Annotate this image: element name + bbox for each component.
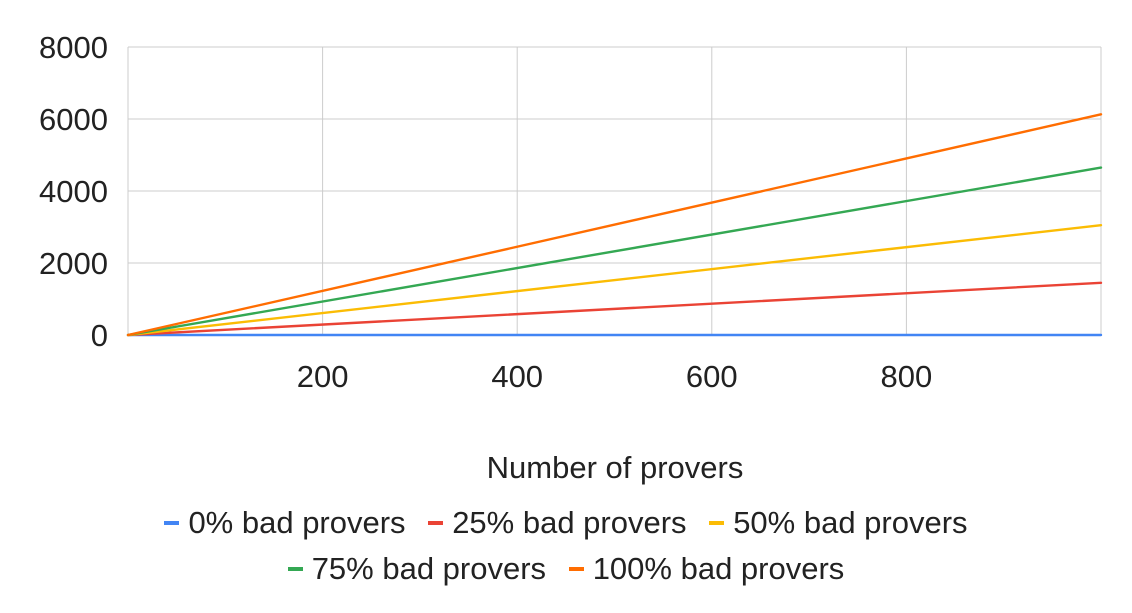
series-line-4 <box>126 113 1103 337</box>
legend-swatch-1 <box>428 520 444 525</box>
x-axis-ticks: 200 400 600 800 <box>297 359 933 394</box>
legend-item-1: 25% bad provers <box>428 500 687 546</box>
legend-item-0: 0% bad provers <box>164 500 406 546</box>
legend-swatch-2 <box>709 520 725 525</box>
line-chart: 0 2000 4000 6000 8000 200 400 600 800 Number of… <box>39 30 1103 485</box>
legend-swatch-3 <box>287 566 303 571</box>
legend-label-4: 100% bad provers <box>592 551 845 586</box>
y-axis-ticks: 0 2000 4000 6000 8000 <box>39 30 108 353</box>
legend-row-2: 75% bad provers 100% bad provers <box>0 546 1132 592</box>
legend-label-0: 0% bad provers <box>188 505 406 540</box>
legend-swatch-4 <box>568 566 584 571</box>
series-line-2 <box>126 223 1103 337</box>
series-line-3 <box>126 166 1103 337</box>
x-tick-label-1: 400 <box>491 359 543 394</box>
y-tick-label-4: 8000 <box>39 30 108 65</box>
x-tick-label-0: 200 <box>297 359 349 394</box>
legend-item-4: 100% bad provers <box>568 546 845 592</box>
legend-row-1: 0% bad provers 25% bad provers 50% bad p… <box>0 500 1132 546</box>
legend: 0% bad provers 25% bad provers 50% bad p… <box>0 500 1132 592</box>
series-lines <box>126 113 1103 337</box>
x-axis-label: Number of provers <box>487 450 744 485</box>
legend-swatch-0 <box>164 520 180 525</box>
legend-label-1: 25% bad provers <box>452 505 687 540</box>
legend-label-2: 50% bad provers <box>733 505 968 540</box>
legend-item-3: 75% bad provers <box>287 546 547 592</box>
y-tick-label-3: 6000 <box>39 102 108 137</box>
y-tick-label-1: 2000 <box>39 246 108 281</box>
y-tick-label-0: 0 <box>91 318 108 353</box>
x-tick-label-3: 800 <box>881 359 933 394</box>
grid-lines <box>127 46 1102 336</box>
series-line-1 <box>126 281 1103 337</box>
legend-label-3: 75% bad provers <box>311 551 547 586</box>
legend-item-2: 50% bad provers <box>709 500 968 546</box>
x-tick-label-2: 600 <box>686 359 738 394</box>
y-tick-label-2: 4000 <box>39 174 108 209</box>
